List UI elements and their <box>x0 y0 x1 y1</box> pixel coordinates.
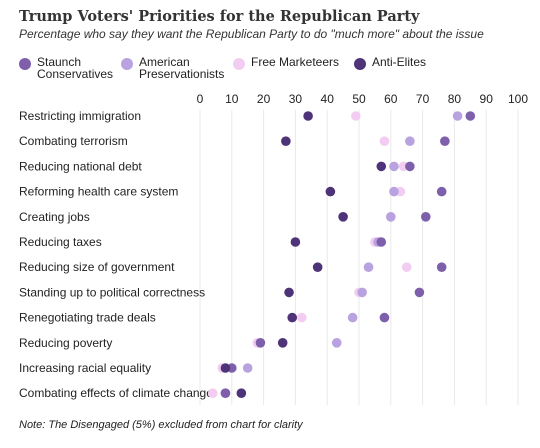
legend-label: American Preservationists <box>139 55 225 81</box>
data-point <box>207 388 218 399</box>
data-point <box>363 262 374 273</box>
data-point <box>376 237 387 247</box>
data-point <box>287 312 298 323</box>
data-point <box>379 136 390 146</box>
legend-swatch-staunch-conservatives <box>19 58 31 70</box>
data-point <box>351 111 361 121</box>
data-point <box>281 136 291 146</box>
x-tick-label: 100 <box>508 92 528 106</box>
data-point <box>255 338 266 348</box>
data-point <box>414 287 425 298</box>
chart-subtitle: Percentage who say they want the Republi… <box>19 27 484 41</box>
category-label: Reducing national debt <box>19 159 142 173</box>
chart-note: Note: The Disengaged (5%) excluded from … <box>19 419 303 431</box>
x-tick-label: 90 <box>480 92 494 106</box>
x-tick-label: 20 <box>257 92 271 106</box>
x-tick-label: 50 <box>352 92 366 106</box>
data-point <box>436 262 447 273</box>
x-tick-label: 0 <box>197 92 204 106</box>
category-label: Combating effects of climate change <box>19 386 213 400</box>
chart-title: Trump Voters' Priorities for the Republi… <box>19 8 420 25</box>
data-point <box>465 111 476 121</box>
data-point <box>401 262 412 273</box>
data-point <box>325 186 336 197</box>
legend-label: Free Marketeers <box>251 55 340 69</box>
legend-label: Anti-Elites <box>372 55 427 69</box>
x-tick-label: 30 <box>289 92 303 106</box>
legend-swatch-american-preservationists <box>121 58 133 70</box>
data-point <box>379 312 390 323</box>
data-point <box>440 136 450 146</box>
x-tick-label: 10 <box>225 92 239 106</box>
data-point <box>436 186 447 197</box>
x-tick-label: 80 <box>448 92 462 106</box>
legend-swatch-anti-elites <box>354 58 366 70</box>
category-label: Renegotiating trade deals <box>19 311 156 325</box>
data-point <box>376 161 387 172</box>
category-label: Increasing racial equality <box>19 361 151 375</box>
data-point <box>284 287 294 298</box>
data-point <box>347 312 358 323</box>
data-point <box>405 136 415 146</box>
legend-label: Staunch Conservatives <box>37 55 114 81</box>
x-tick-label: 60 <box>384 92 398 106</box>
data-point <box>277 338 288 348</box>
category-label: Combating terrorism <box>19 134 128 148</box>
legend-item-american-preservationists[interactable]: American Preservationists <box>121 56 249 80</box>
data-point <box>236 388 247 399</box>
category-label: Reducing poverty <box>19 336 112 350</box>
legend-item-staunch-conservatives[interactable]: Staunch Conservatives <box>19 56 127 80</box>
category-label: Reducing size of government <box>19 260 175 274</box>
category-label: Creating jobs <box>19 210 90 224</box>
legend-item-free-marketeers[interactable]: Free Marketeers <box>233 56 361 70</box>
data-point <box>331 338 342 348</box>
data-point <box>338 212 348 222</box>
data-point <box>405 161 415 172</box>
data-point <box>220 363 231 373</box>
category-label: Reforming health care system <box>19 185 178 199</box>
category-label: Standing up to political correctness <box>19 285 205 299</box>
data-point <box>452 111 463 121</box>
data-point <box>220 388 231 399</box>
x-tick-label: 40 <box>321 92 335 106</box>
x-tick-label: 70 <box>416 92 430 106</box>
data-point <box>389 186 399 197</box>
legend-item-anti-elites[interactable]: Anti-Elites <box>354 56 452 70</box>
data-point <box>389 161 399 172</box>
data-point <box>303 111 313 121</box>
data-point <box>312 262 323 273</box>
data-point <box>386 212 396 222</box>
data-point <box>242 363 253 373</box>
data-point <box>420 212 431 222</box>
data-point <box>296 312 307 323</box>
data-point <box>357 287 367 298</box>
category-label: Restricting immigration <box>19 109 141 123</box>
data-point <box>290 237 301 247</box>
legend-swatch-free-marketeers <box>233 58 245 70</box>
category-label: Reducing taxes <box>19 235 102 249</box>
